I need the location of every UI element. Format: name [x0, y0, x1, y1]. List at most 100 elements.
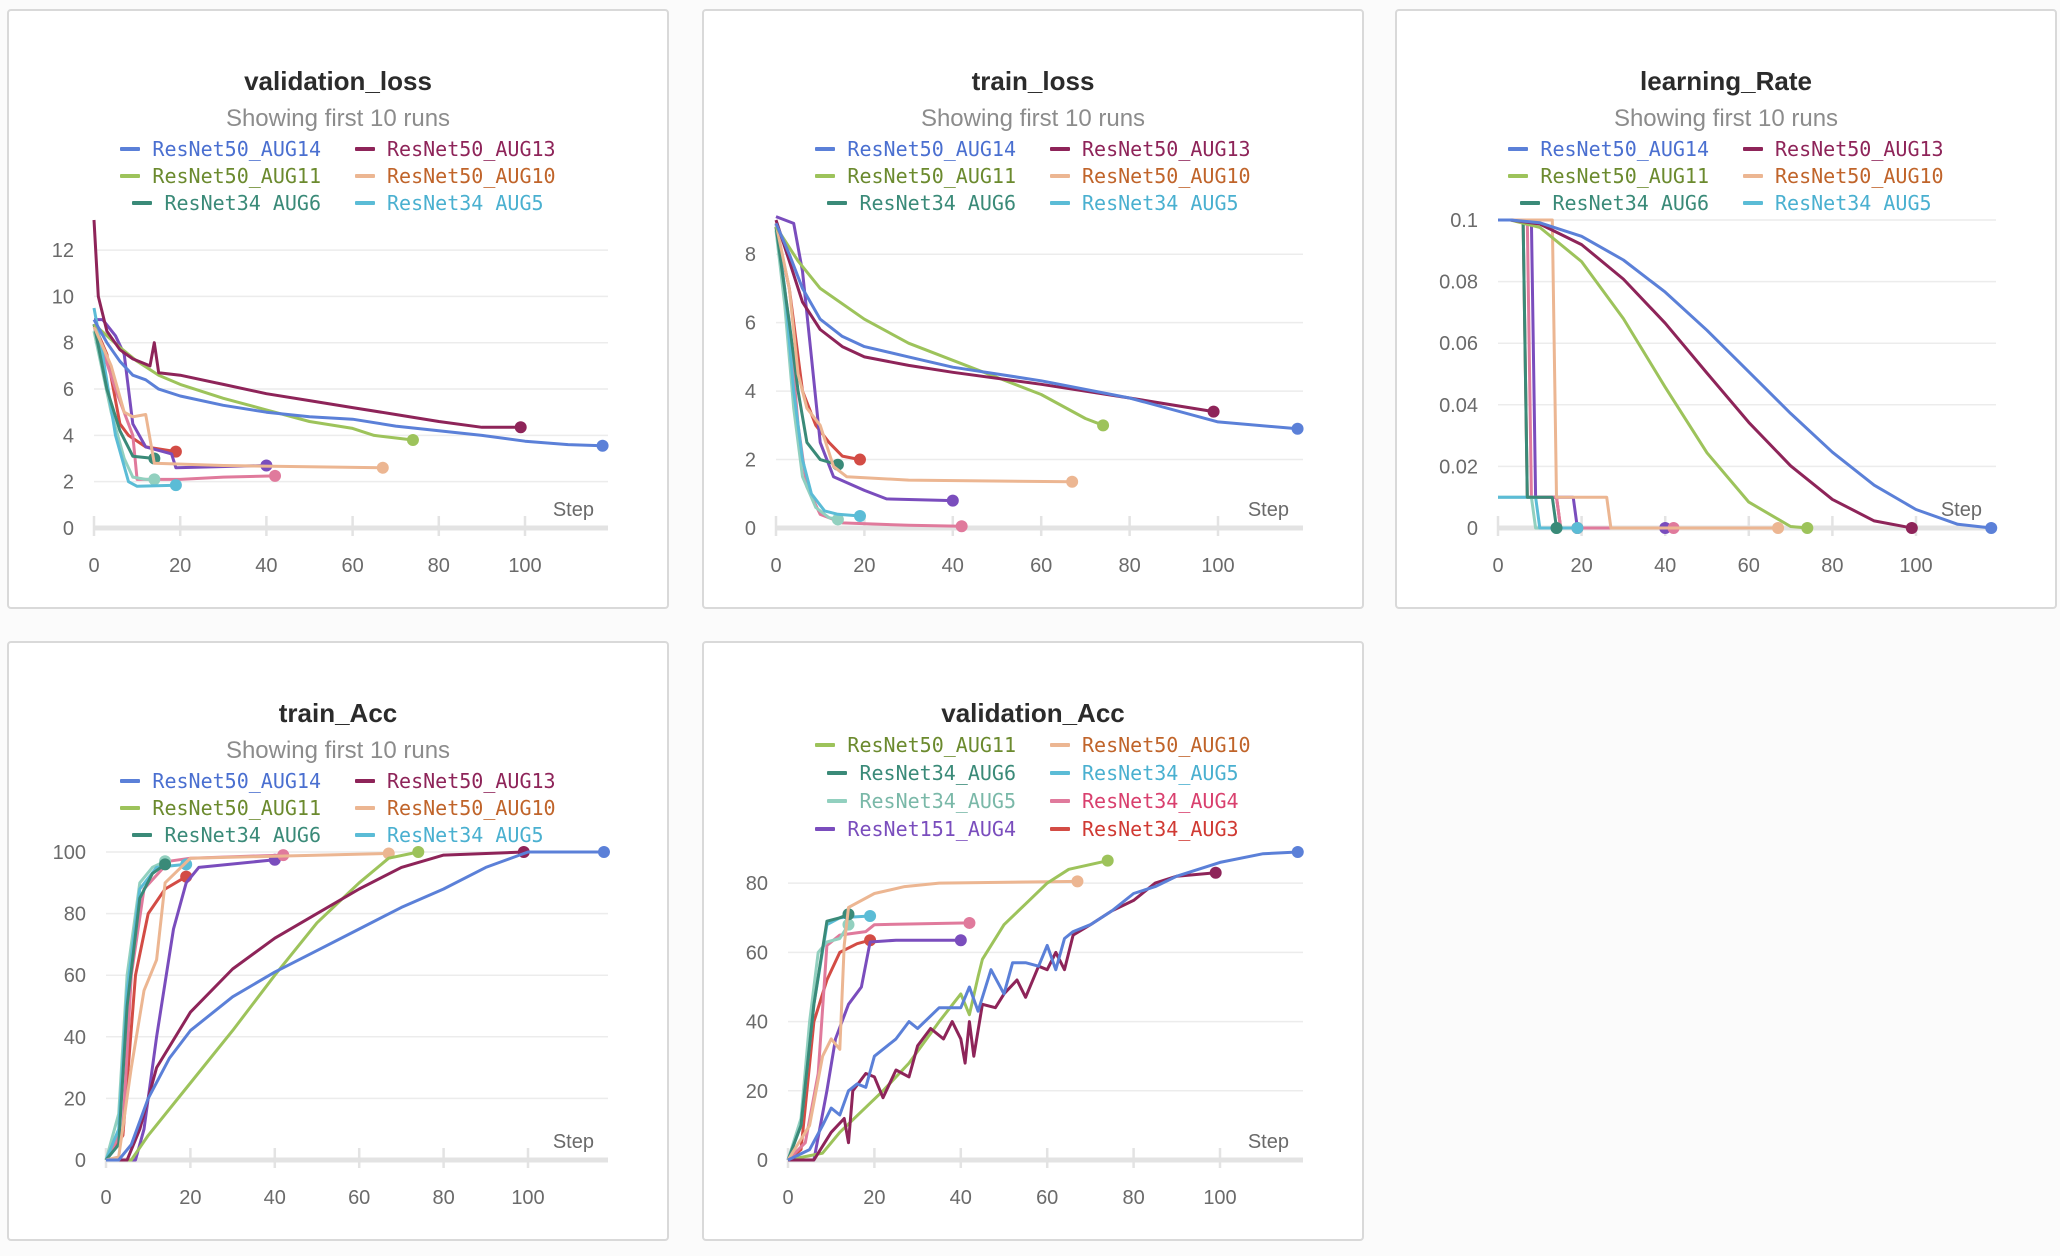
legend-item[interactable]: ResNet34_AUG5 — [827, 787, 1016, 814]
line-chart[interactable]: 0 2 4 6 8 10 12 0 20 40 60 80 100 Step — [9, 11, 667, 607]
legend-item[interactable]: ResNet34_AUG5 — [355, 821, 544, 844]
series-line-resnet50-aug11[interactable] — [787, 859, 1109, 1162]
series-end-point[interactable] — [269, 469, 282, 482]
legend-item[interactable]: ResNet34_AUG5 — [355, 189, 544, 212]
series-line-resnet50-aug10[interactable] — [92, 325, 383, 470]
series-end-point[interactable] — [514, 421, 527, 434]
series-line-resnet50-aug13[interactable] — [106, 850, 524, 1162]
legend-item[interactable]: ResNet50_AUG13 — [1743, 135, 1944, 162]
series-end-point[interactable] — [1097, 419, 1110, 432]
legend-item[interactable]: ResNet50_AUG11 — [120, 794, 321, 821]
series-end-point[interactable] — [159, 858, 172, 871]
line-chart[interactable]: 0 20 40 60 80 0 20 40 60 80 100 Step — [704, 643, 1362, 1239]
series-end-point[interactable] — [853, 510, 866, 523]
series-end-point[interactable] — [1801, 522, 1814, 534]
series-line-resnet50-aug14[interactable] — [106, 850, 604, 1162]
series-end-point[interactable] — [1066, 475, 1079, 488]
line-chart[interactable]: 0 20 40 60 80 100 0 20 40 60 80 100 Step — [9, 643, 667, 1239]
series-end-point[interactable] — [1985, 522, 1998, 534]
legend-item[interactable]: ResNet50_AUG11 — [1508, 162, 1709, 189]
series-end-point[interactable] — [169, 479, 182, 492]
series-line-resnet151-aug4[interactable] — [788, 938, 961, 1162]
legend-item[interactable]: ResNet50_AUG11 — [815, 731, 1016, 758]
series-line-resnet151-aug4[interactable] — [775, 215, 953, 503]
series-line-resnet50-aug14[interactable] — [92, 318, 603, 448]
legend-item[interactable]: ResNet50_AUG14 — [120, 135, 321, 162]
series-end-point[interactable] — [946, 494, 959, 507]
series-line-resnet50-aug11[interactable] — [774, 225, 1104, 427]
legend-item[interactable]: ResNet34_AUG5 — [1050, 189, 1239, 212]
series-end-point[interactable] — [1905, 522, 1918, 534]
series-line-resnet50-aug11[interactable] — [106, 850, 419, 1162]
legend-item[interactable]: ResNet50_AUG14 — [1508, 135, 1709, 162]
legend-item[interactable]: ResNet34_AUG5 — [1743, 189, 1932, 212]
series-line-resnet34-aug6[interactable] — [774, 226, 839, 467]
series-end-point[interactable] — [1207, 405, 1220, 418]
series-end-point[interactable] — [954, 934, 967, 947]
series-end-point[interactable] — [376, 461, 389, 474]
series-end-point[interactable] — [1291, 422, 1304, 435]
series-line-resnet34-aug4[interactable] — [92, 323, 276, 481]
series-line-resnet34-aug6[interactable] — [104, 863, 166, 1161]
series-end-point[interactable] — [1772, 522, 1785, 534]
series-line-resnet50-aug10[interactable] — [1498, 218, 1779, 530]
series-end-point[interactable] — [1550, 522, 1563, 534]
series-line-resnet50-aug14[interactable] — [1498, 218, 1992, 530]
series-line-resnet50-aug13[interactable] — [1498, 218, 1913, 530]
series-end-point[interactable] — [597, 846, 610, 858]
legend-item[interactable]: ResNet34_AUG6 — [827, 759, 1016, 786]
series-end-point[interactable] — [1209, 866, 1222, 879]
series-end-point[interactable] — [853, 453, 866, 466]
series-end-point[interactable] — [831, 513, 844, 526]
series-line-resnet34-aug5[interactable] — [1498, 495, 1578, 530]
series-end-point[interactable] — [406, 434, 419, 446]
legend-item[interactable]: ResNet50_AUG11 — [120, 162, 321, 189]
legend-item[interactable]: ResNet34_AUG6 — [1520, 189, 1709, 212]
series-end-point[interactable] — [412, 846, 425, 858]
legend-item[interactable]: ResNet34_AUG6 — [132, 821, 321, 844]
series-end-point[interactable] — [864, 910, 877, 923]
legend-item[interactable]: ResNet50_AUG10 — [1050, 162, 1251, 189]
series-line-resnet34-aug5[interactable] — [104, 859, 166, 1161]
legend-item[interactable]: ResNet50_AUG13 — [1050, 135, 1251, 162]
series-line-resnet34-aug6[interactable] — [786, 912, 850, 1161]
series-line-resnet34-aug3[interactable] — [787, 938, 871, 1162]
series-end-point[interactable] — [1101, 854, 1114, 867]
legend-item[interactable]: ResNet50_AUG10 — [1050, 731, 1251, 758]
series-end-point[interactable] — [963, 916, 976, 929]
legend-item[interactable]: ResNet34_AUG3 — [1050, 815, 1239, 842]
series-end-point[interactable] — [1071, 875, 1084, 888]
series-line-resnet34-aug5[interactable] — [1498, 495, 1557, 530]
series-line-resnet34-aug6[interactable] — [92, 323, 155, 460]
series-line-resnet50-aug10[interactable] — [105, 852, 389, 1162]
series-line-resnet34-aug5[interactable] — [774, 223, 861, 518]
legend-item[interactable]: ResNet50_AUG14 — [815, 135, 1016, 162]
legend-item[interactable]: ResNet50_AUG13 — [355, 135, 556, 162]
legend-item[interactable]: ResNet50_AUG11 — [815, 162, 1016, 189]
series-line-resnet50-aug11[interactable] — [1498, 218, 1808, 530]
series-line-resnet50-aug10[interactable] — [774, 223, 1073, 484]
series-line-resnet151-aug4[interactable] — [94, 318, 267, 470]
legend-item[interactable]: ResNet34_AUG5 — [1050, 759, 1239, 786]
series-end-point[interactable] — [955, 520, 968, 533]
legend-item[interactable]: ResNet50_AUG10 — [355, 794, 556, 821]
series-end-point[interactable] — [1571, 522, 1584, 534]
legend-item[interactable]: ResNet50_AUG10 — [1743, 162, 1944, 189]
legend-item[interactable]: ResNet34_AUG6 — [827, 189, 1016, 212]
series-line-resnet50-aug14[interactable] — [787, 850, 1298, 1162]
series-line-resnet34-aug3[interactable] — [1498, 218, 1578, 530]
series-end-point[interactable] — [148, 473, 161, 486]
series-end-point[interactable] — [1291, 846, 1304, 858]
legend-item[interactable]: ResNet50_AUG13 — [355, 767, 556, 794]
series-line-resnet50-aug13[interactable] — [774, 219, 1214, 414]
legend-item[interactable]: ResNet50_AUG10 — [355, 162, 556, 189]
legend-item[interactable]: ResNet34_AUG4 — [1050, 787, 1239, 814]
series-line-resnet50-aug13[interactable] — [92, 219, 521, 429]
legend-item[interactable]: ResNet151_AUG4 — [815, 815, 1016, 842]
series-end-point[interactable] — [596, 439, 609, 452]
series-line-resnet50-aug13[interactable] — [788, 871, 1216, 1162]
series-line-resnet50-aug14[interactable] — [774, 222, 1298, 431]
series-line-resnet34-aug4[interactable] — [786, 921, 970, 1162]
line-chart[interactable]: 0 0.02 0.04 0.06 0.08 0.1 0 20 40 60 80 100 Step — [1397, 11, 2055, 607]
